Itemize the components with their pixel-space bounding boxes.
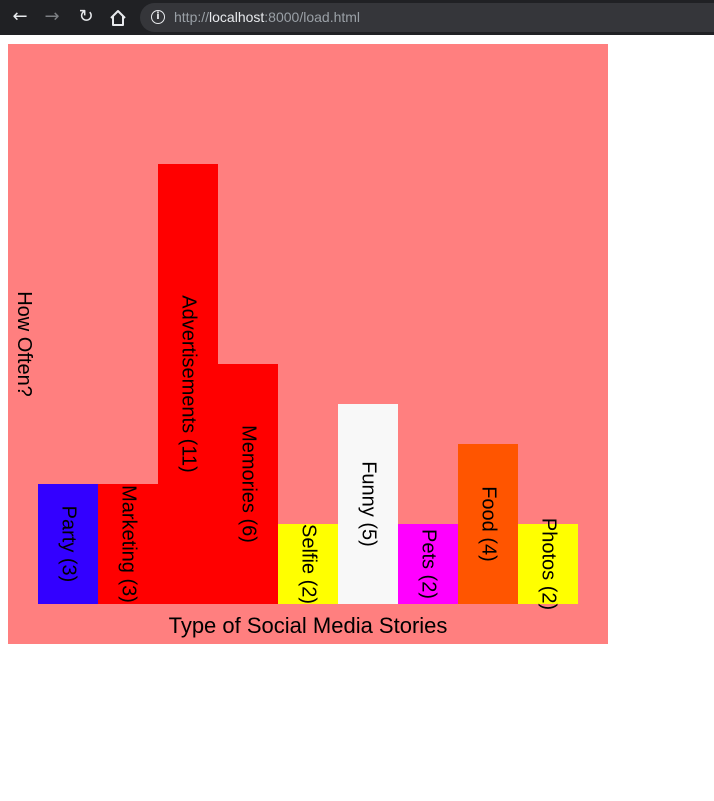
bar-label-photos: Photos (2) <box>538 518 560 610</box>
bar-food <box>458 444 518 604</box>
bar-selfie <box>278 524 338 604</box>
x-axis-label: Type of Social Media Stories <box>169 613 448 638</box>
bar-pets <box>398 524 458 604</box>
url-scheme: http:// <box>174 9 210 25</box>
reload-icon[interactable]: ↻ <box>78 6 94 27</box>
bar-label-memories: Memories (6) <box>238 425 260 543</box>
bar-photos <box>518 524 578 604</box>
bar-label-party: Party (3) <box>58 506 80 583</box>
bar-funny <box>338 404 398 604</box>
home-icon[interactable] <box>105 5 131 31</box>
bar-memories <box>218 364 278 604</box>
chart-container: Party (3) Marketing (3) Advertisements (11… <box>8 44 608 644</box>
y-axis-label: How Often? <box>13 291 35 397</box>
bar-chart: Party (3) Marketing (3) Advertisements (11… <box>8 44 608 644</box>
bar-party <box>38 484 98 604</box>
bar-label-pets: Pets (2) <box>418 529 440 599</box>
bar-label-funny: Funny (5) <box>358 461 380 547</box>
forward-arrow-icon[interactable]: → <box>44 6 60 27</box>
bar-marketing <box>98 484 158 604</box>
bar-label-selfie: Selfie (2) <box>298 524 320 604</box>
url-path: :8000/load.html <box>264 9 361 25</box>
info-icon[interactable]: i <box>151 10 165 24</box>
url-text: http://localhost:8000/load.html <box>174 9 360 25</box>
url-host: localhost <box>209 9 265 25</box>
bar-label-advertisements: Advertisements (11) <box>178 295 200 472</box>
back-arrow-icon[interactable]: ← <box>12 6 28 27</box>
bar-label-marketing: Marketing (3) <box>118 485 140 603</box>
address-bar[interactable]: i http://localhost:8000/load.html <box>140 3 714 32</box>
bar-advertisements <box>158 164 218 604</box>
bar-label-food: Food (4) <box>478 486 500 562</box>
browser-toolbar: ← → ↻ i http://localhost:8000/load.html <box>0 0 714 35</box>
bars-group: Party (3) Marketing (3) Advertisements (11… <box>38 164 578 610</box>
